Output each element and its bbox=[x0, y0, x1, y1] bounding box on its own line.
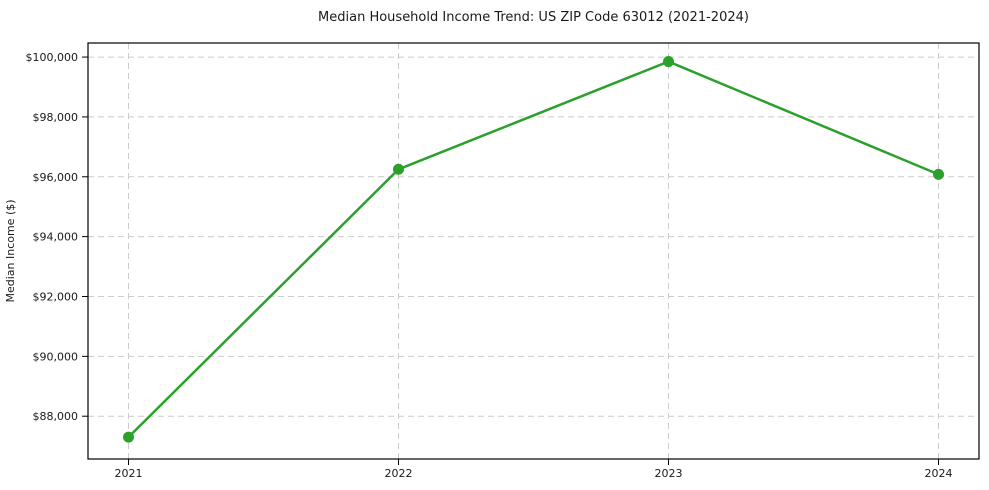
y-tick-label: $94,000 bbox=[33, 231, 79, 244]
data-point-2023 bbox=[663, 56, 674, 68]
plot-border bbox=[87, 42, 980, 460]
axis-ticks: $88,000 $90,000 $92,000 $94,000 $96,000 $98,0… bbox=[26, 51, 953, 480]
income-trend-line bbox=[127, 60, 940, 439]
data-series bbox=[123, 56, 944, 443]
data-point-2022 bbox=[393, 163, 404, 175]
chart-title: Median Household Income Trend: US ZIP Co… bbox=[318, 10, 749, 25]
y-tick-label: $96,000 bbox=[33, 171, 79, 184]
y-tick-label: $90,000 bbox=[33, 350, 79, 363]
x-tick-label: 2021 bbox=[115, 467, 143, 480]
data-point-2024 bbox=[933, 168, 944, 180]
y-axis-label: Median Income ($) bbox=[4, 199, 17, 302]
gridlines bbox=[88, 43, 979, 459]
y-tick-label: $100,000 bbox=[26, 51, 79, 64]
x-tick-label: 2024 bbox=[925, 467, 953, 480]
data-point-2021 bbox=[123, 431, 134, 443]
y-tick-label: $98,000 bbox=[33, 111, 79, 124]
y-tick-label: $88,000 bbox=[33, 410, 79, 423]
x-tick-label: 2023 bbox=[655, 467, 683, 480]
x-tick-label: 2022 bbox=[385, 467, 413, 480]
y-tick-label: $92,000 bbox=[33, 290, 79, 303]
